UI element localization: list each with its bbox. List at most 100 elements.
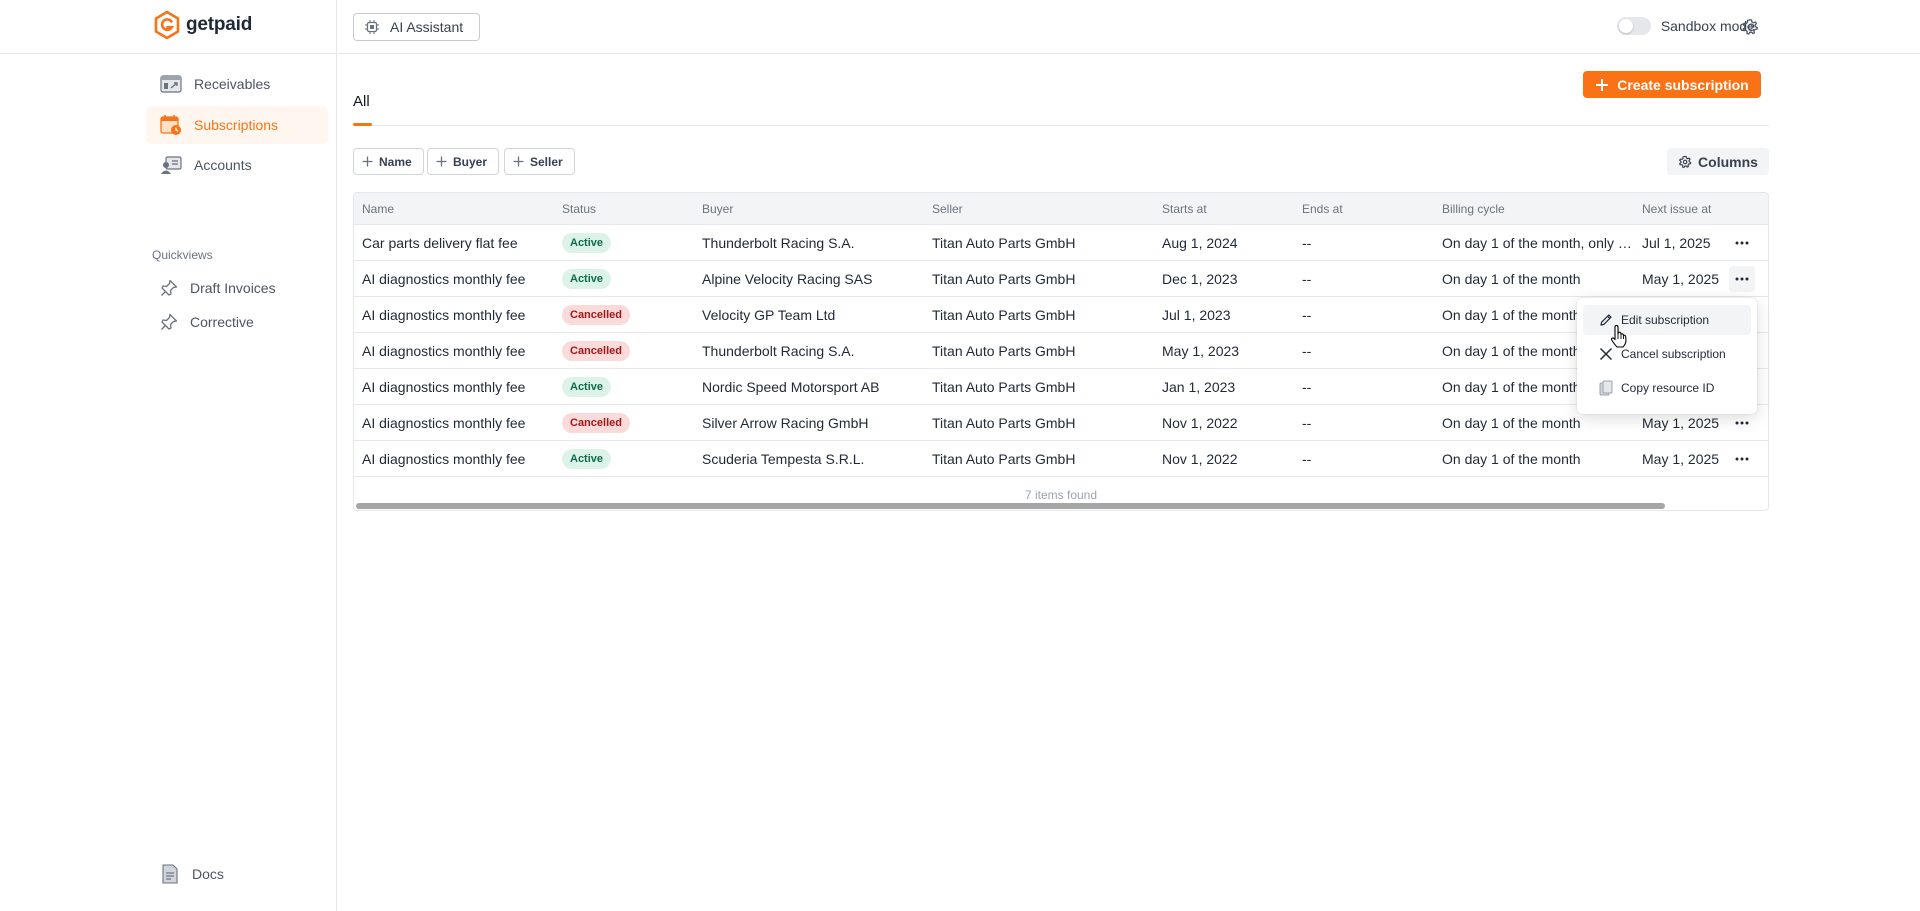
table-header: Name Status Buyer Seller Starts at Ends … [354,193,1768,225]
column-header-status[interactable]: Status [562,202,597,216]
horizontal-scrollbar[interactable] [356,503,1665,509]
column-header-starts-at[interactable]: Starts at [1162,202,1207,216]
column-header-seller[interactable]: Seller [932,202,963,216]
sandbox-mode: Sandbox mode [1616,17,1755,35]
quickviews-heading: Quickviews [152,248,213,262]
table-row[interactable]: Car parts delivery flat fee Thunderbolt R… [354,225,1768,261]
plus-icon [362,156,373,167]
filter-label: Name [379,154,412,169]
cell-billing-cycle: On day 1 of the month, only in January [1442,235,1632,251]
menu-item-edit-subscription[interactable]: Edit subscription [1583,305,1751,335]
table-row[interactable]: AI diagnostics monthly fee Nordic Speed M… [354,369,1768,405]
topbar: AI Assistant Sandbox mode [338,0,1920,54]
menu-item-copy-resource-id[interactable]: Copy resource ID [1583,373,1751,403]
cell-next-issue-at: May 1, 2025 [1642,415,1720,431]
table-row[interactable]: AI diagnostics monthly fee Velocity GP Te… [354,297,1768,333]
cell-buyer: Scuderia Tempesta S.R.L. [702,451,865,467]
filter-buyer-button[interactable]: Buyer [427,148,500,175]
row-actions-button[interactable] [1729,266,1755,292]
ai-assistant-button[interactable]: AI Assistant [353,13,481,41]
row-actions-button[interactable] [1729,446,1755,472]
row-actions-button[interactable] [1729,230,1755,256]
docs-label: Docs [192,866,224,882]
row-actions-button[interactable] [1729,410,1755,436]
status-badge: Cancelled [562,341,630,361]
receivables-icon [160,75,182,93]
table-row[interactable]: AI diagnostics monthly fee Alpine Velocit… [354,261,1768,297]
menu-item-cancel-subscription[interactable]: Cancel subscription [1583,339,1751,369]
menu-item-label: Cancel subscription [1621,347,1726,361]
sandbox-label: Sandbox mode [1660,18,1755,34]
logo[interactable]: getpaid [152,10,252,40]
filter-name-button[interactable]: Name [353,148,424,175]
plus-icon [436,156,447,167]
quickview-label: Corrective [190,314,254,330]
sidebar-item-label: Accounts [194,157,252,173]
subscriptions-table: Name Status Buyer Seller Starts at Ends … [353,192,1769,511]
cell-starts-at: Jul 1, 2023 [1162,307,1231,323]
cell-starts-at: May 1, 2023 [1162,343,1240,359]
status-badge: Active [562,377,612,397]
status-badge: Active [562,233,612,253]
table-row[interactable]: AI diagnostics monthly fee Thunderbolt Ra… [354,333,1768,369]
more-horizontal-icon [1735,277,1749,281]
columns-button[interactable]: Columns [1667,148,1769,175]
tab-active-indicator [353,123,372,126]
close-icon [1599,347,1613,361]
cell-buyer: Nordic Speed Motorsport AB [702,379,880,395]
column-header-buyer[interactable]: Buyer [702,202,734,216]
cell-name: AI diagnostics monthly fee [362,343,526,359]
accounts-icon [161,156,182,174]
cell-ends-at: -- [1302,271,1312,287]
pencil-icon [1600,314,1612,326]
filter-label: Buyer [453,154,488,169]
cell-ends-at: -- [1302,307,1312,323]
column-header-next-issue-at[interactable]: Next issue at [1642,202,1712,216]
gear-icon [1679,155,1692,168]
column-header-billing-cycle[interactable]: Billing cycle [1442,202,1505,216]
cell-seller: Titan Auto Parts GmbH [932,379,1076,395]
plus-icon [1596,78,1609,91]
more-horizontal-icon [1735,457,1749,461]
sidebar: getpaid [0,0,337,911]
settings-gear-icon[interactable] [1741,18,1759,36]
table-row[interactable]: AI diagnostics monthly fee Scuderia Tempe… [354,441,1768,477]
pin-icon [161,313,178,330]
menu-item-label: Edit subscription [1621,313,1710,327]
sandbox-toggle[interactable] [1616,17,1651,35]
cell-seller: Titan Auto Parts GmbH [932,451,1076,467]
sidebar-item-subscriptions[interactable]: Subscriptions [146,106,328,144]
sidebar-item-label: Subscriptions [194,117,279,133]
column-header-name[interactable]: Name [362,202,395,216]
cell-starts-at: Jan 1, 2023 [1162,379,1236,395]
items-found-text: 7 items found [1024,488,1098,502]
cell-name: AI diagnostics monthly fee [362,307,526,323]
sidebar-docs-link[interactable]: Docs [162,864,224,884]
cell-starts-at: Nov 1, 2022 [1162,415,1238,431]
more-horizontal-icon [1735,421,1749,425]
menu-item-label: Copy resource ID [1621,381,1715,395]
column-header-ends-at[interactable]: Ends at [1302,202,1343,216]
status-badge: Cancelled [562,413,630,433]
cell-ends-at: -- [1302,415,1312,431]
cell-buyer: Alpine Velocity Racing SAS [702,271,873,287]
plus-icon [513,156,524,167]
cell-ends-at: -- [1302,343,1312,359]
cell-name: Car parts delivery flat fee [362,235,518,251]
cell-seller: Titan Auto Parts GmbH [932,343,1076,359]
cell-billing-cycle: On day 1 of the month [1442,451,1581,467]
sidebar-item-accounts[interactable]: Accounts [146,146,328,184]
subscriptions-icon [160,115,181,135]
sidebar-item-receivables[interactable]: Receivables [146,65,328,103]
create-subscription-button[interactable]: Create subscription [1583,71,1761,98]
cell-billing-cycle: On day 1 of the month [1442,271,1581,287]
filter-seller-button[interactable]: Seller [504,148,575,175]
tabs-divider [353,125,1769,126]
table-row[interactable]: AI diagnostics monthly fee Silver Arrow R… [354,405,1768,441]
document-icon [162,864,178,884]
quickview-corrective[interactable]: Corrective [146,303,328,341]
quickview-draft-invoices[interactable]: Draft Invoices [146,269,328,307]
tab-all[interactable]: All [353,93,370,110]
cell-buyer: Thunderbolt Racing S.A. [702,235,855,251]
cell-starts-at: Nov 1, 2022 [1162,451,1238,467]
